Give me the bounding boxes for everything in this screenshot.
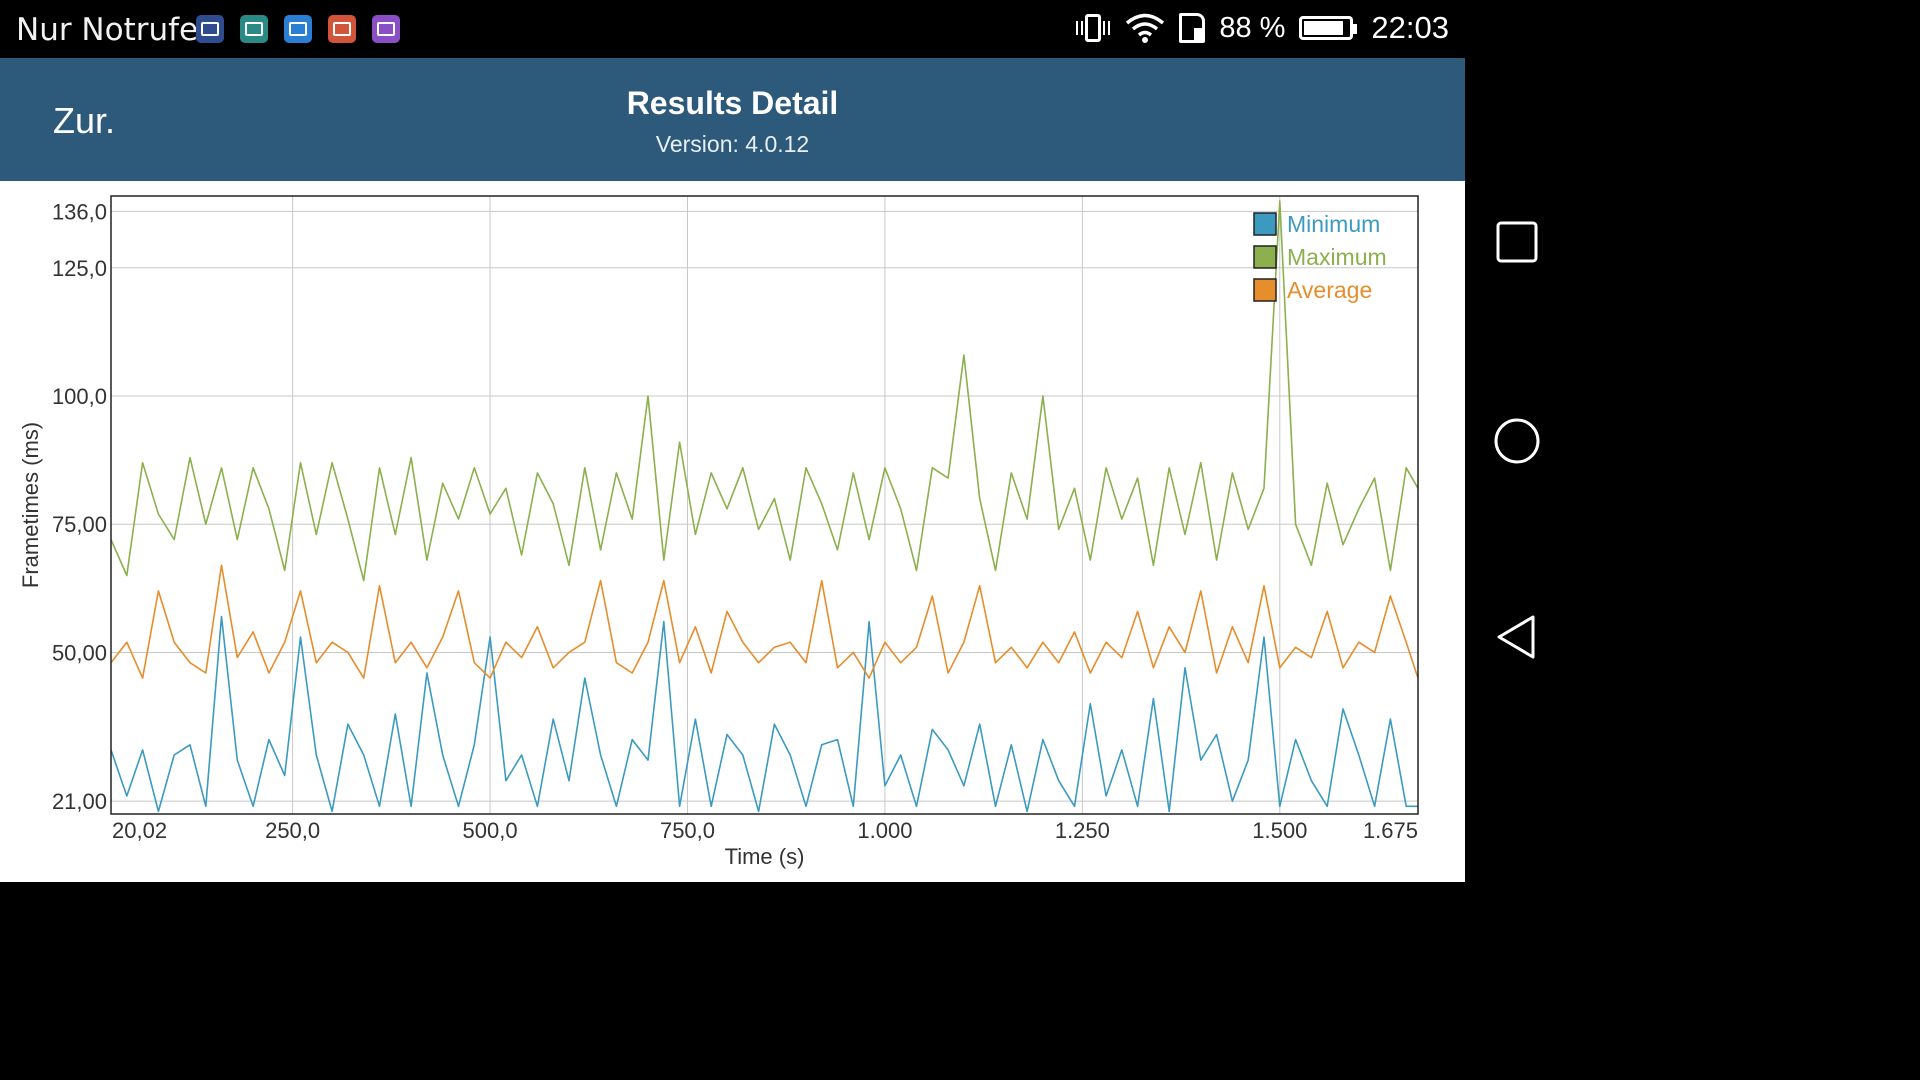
no-sim-icon <box>1179 13 1206 43</box>
series-line-average <box>110 564 1419 679</box>
battery-percent: 88 % <box>1219 11 1286 44</box>
gallery-app-icon <box>240 15 268 43</box>
battery-level-fill <box>1304 21 1344 35</box>
frametimes-chart: 21,00 50,00 75,00 100,0 125,0 136,0 20,02 250,0… <box>18 195 1419 869</box>
notification-icons <box>196 15 400 43</box>
back-button[interactable]: Zur. <box>53 100 116 141</box>
chart-area: 21,00 50,00 75,00 100,0 125,0 136,0 20,02 250,0… <box>0 181 1465 882</box>
x-axis-label: Time (s) <box>725 844 805 869</box>
legend-label-average: Average <box>1287 277 1372 303</box>
dropbox-icon <box>284 15 312 43</box>
wifi-icon <box>1126 13 1165 43</box>
back-nav-icon[interactable] <box>1493 613 1541 661</box>
x-tick-label: 250,0 <box>265 818 320 843</box>
legend-swatch-maximum <box>1253 245 1277 269</box>
legend-swatch-average <box>1253 278 1277 302</box>
y-tick-label: 75,00 <box>52 512 107 537</box>
x-tick-label: 1.675 <box>1363 818 1418 843</box>
y-tick-label: 21,00 <box>52 789 107 814</box>
navigation-bar <box>1465 0 1568 882</box>
page-title: Results Detail <box>626 85 839 121</box>
x-tick-label: 1.000 <box>857 818 912 843</box>
legend-label-maximum: Maximum <box>1287 244 1387 270</box>
recent-apps-icon[interactable] <box>1493 218 1541 266</box>
y-tick-label: 50,00 <box>52 640 107 665</box>
home-icon[interactable] <box>1493 417 1541 465</box>
x-tick-label: 1.500 <box>1252 818 1307 843</box>
app-bar: Zur. Results Detail Version: 4.0.12 <box>0 58 1465 181</box>
health-app-icon <box>196 15 224 43</box>
x-tick-label: 750,0 <box>660 818 715 843</box>
legend-swatch-minimum <box>1253 212 1277 236</box>
legend-label-minimum: Minimum <box>1287 211 1380 237</box>
y-tick-label: 136,0 <box>52 199 107 224</box>
battery-icon <box>1299 16 1358 40</box>
version-label: Version: 4.0.12 <box>655 131 810 157</box>
y-tick-label: 100,0 <box>52 384 107 409</box>
series-line-minimum <box>110 615 1418 813</box>
x-tick-label: 1.250 <box>1055 818 1110 843</box>
clock: 22:03 <box>1371 10 1449 45</box>
vibrate-icon <box>1076 14 1111 42</box>
carrier-label: Nur Notrufe <box>16 12 199 48</box>
series-line-maximum <box>110 200 1419 582</box>
screen-recorder-icon <box>328 15 356 43</box>
plot-border <box>110 195 1419 815</box>
status-bar: Nur Notrufe 88 % 22:03 <box>0 0 1465 58</box>
keyboard-app-icon <box>372 15 400 43</box>
x-tick-label: 500,0 <box>463 818 518 843</box>
x-tick-label: 20,02 <box>112 818 167 843</box>
y-axis-label: Frametimes (ms) <box>18 422 43 588</box>
y-tick-label: 125,0 <box>52 256 107 281</box>
system-icons: 88 % 22:03 <box>1075 10 1449 46</box>
